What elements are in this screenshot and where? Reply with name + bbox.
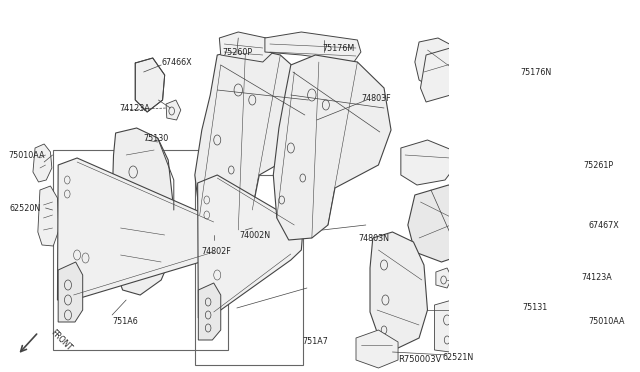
Polygon shape bbox=[408, 185, 482, 262]
Polygon shape bbox=[58, 262, 83, 322]
Text: 75010AA: 75010AA bbox=[8, 151, 45, 160]
Text: 75130: 75130 bbox=[143, 134, 169, 142]
Polygon shape bbox=[198, 175, 303, 318]
Polygon shape bbox=[195, 48, 316, 235]
Text: R750003V: R750003V bbox=[398, 355, 442, 364]
Text: 74123A: 74123A bbox=[119, 103, 150, 112]
Bar bbox=[52, 150, 228, 350]
Text: 75261P: 75261P bbox=[583, 160, 613, 170]
Polygon shape bbox=[198, 283, 221, 340]
Polygon shape bbox=[420, 42, 478, 102]
Polygon shape bbox=[401, 140, 454, 185]
Text: 75131: 75131 bbox=[522, 304, 547, 312]
Text: 74803F: 74803F bbox=[361, 93, 390, 103]
Text: 74802F: 74802F bbox=[202, 247, 232, 257]
Circle shape bbox=[459, 342, 463, 348]
Text: 75010AA: 75010AA bbox=[589, 317, 625, 327]
Text: 75176N: 75176N bbox=[520, 67, 551, 77]
Text: 751A6: 751A6 bbox=[112, 317, 138, 327]
Bar bbox=[195, 175, 303, 365]
Polygon shape bbox=[436, 268, 452, 288]
Polygon shape bbox=[415, 38, 461, 90]
Polygon shape bbox=[38, 186, 59, 246]
Text: 74002N: 74002N bbox=[239, 231, 271, 240]
Text: 74803N: 74803N bbox=[359, 234, 390, 243]
Polygon shape bbox=[58, 158, 223, 300]
Text: 74123A: 74123A bbox=[582, 273, 612, 282]
Polygon shape bbox=[112, 128, 174, 295]
Text: 62521N: 62521N bbox=[443, 353, 474, 362]
Text: 751A7: 751A7 bbox=[303, 337, 328, 346]
Polygon shape bbox=[220, 32, 273, 62]
Text: 67466X: 67466X bbox=[161, 58, 192, 67]
Polygon shape bbox=[135, 58, 164, 112]
Polygon shape bbox=[265, 32, 361, 62]
Text: 62520N: 62520N bbox=[10, 203, 41, 212]
Polygon shape bbox=[166, 100, 181, 120]
Text: 75176M: 75176M bbox=[323, 44, 355, 52]
Polygon shape bbox=[435, 300, 461, 352]
Polygon shape bbox=[33, 144, 52, 182]
Text: 75260P: 75260P bbox=[223, 48, 253, 57]
Polygon shape bbox=[356, 330, 398, 368]
Text: 67467X: 67467X bbox=[589, 221, 620, 230]
Polygon shape bbox=[370, 232, 428, 348]
Text: FRONT: FRONT bbox=[49, 328, 74, 352]
Polygon shape bbox=[273, 55, 391, 240]
